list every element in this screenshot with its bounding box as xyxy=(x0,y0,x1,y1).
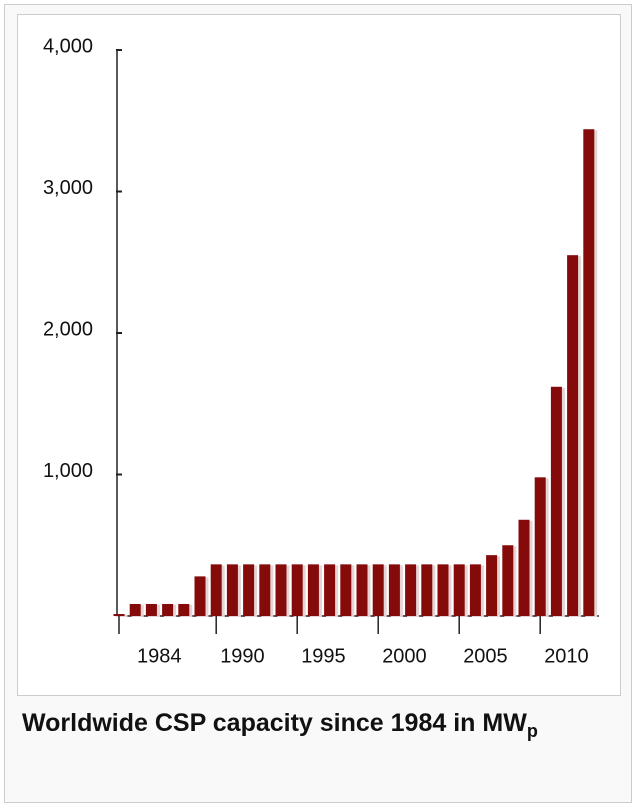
x-tick-label: 2010 xyxy=(544,645,589,667)
x-tick-label: 2005 xyxy=(463,645,508,667)
bar xyxy=(421,564,433,616)
bar xyxy=(210,564,222,616)
bar xyxy=(388,564,400,616)
y-tick-label: 4,000 xyxy=(43,35,93,57)
bar-shadow xyxy=(115,615,128,617)
bar xyxy=(145,603,157,616)
caption-subscript: p xyxy=(526,721,538,741)
y-tick-label: 2,000 xyxy=(43,318,93,340)
bar xyxy=(340,564,352,616)
x-tick-label: 2000 xyxy=(382,645,427,667)
bar xyxy=(194,576,206,616)
bar xyxy=(405,564,417,616)
bar xyxy=(437,564,449,616)
bar xyxy=(129,603,141,616)
bar xyxy=(550,386,562,616)
bar xyxy=(469,564,481,616)
bar xyxy=(226,564,238,616)
bar xyxy=(518,519,530,616)
bar xyxy=(486,555,498,616)
y-tick-label: 3,000 xyxy=(43,177,93,199)
bar xyxy=(324,564,336,616)
bar xyxy=(502,545,514,616)
x-tick-label: 1995 xyxy=(301,645,346,667)
bar xyxy=(243,564,255,616)
caption: Worldwide CSP capacity since 1984 in MWp xyxy=(22,702,582,744)
bar xyxy=(291,564,303,616)
bar xyxy=(356,564,368,616)
bar xyxy=(583,129,595,617)
bar xyxy=(567,255,579,617)
bar xyxy=(534,477,546,616)
bar xyxy=(178,603,190,616)
bar xyxy=(259,564,271,616)
bar xyxy=(113,614,125,616)
caption-text: Worldwide CSP capacity since 1984 in MW xyxy=(22,709,527,737)
bar xyxy=(372,564,384,616)
x-tick-label: 1984 xyxy=(137,645,182,667)
y-tick-label: 1,000 xyxy=(43,460,93,482)
chart: 1,000 2,000 3,000 4,000 1984 1990 1995 2000 2005… xyxy=(43,35,599,667)
bar xyxy=(275,564,287,616)
bar xyxy=(162,603,174,616)
x-tick-label: 1990 xyxy=(220,645,265,667)
bar xyxy=(453,564,465,616)
bar xyxy=(307,564,319,616)
